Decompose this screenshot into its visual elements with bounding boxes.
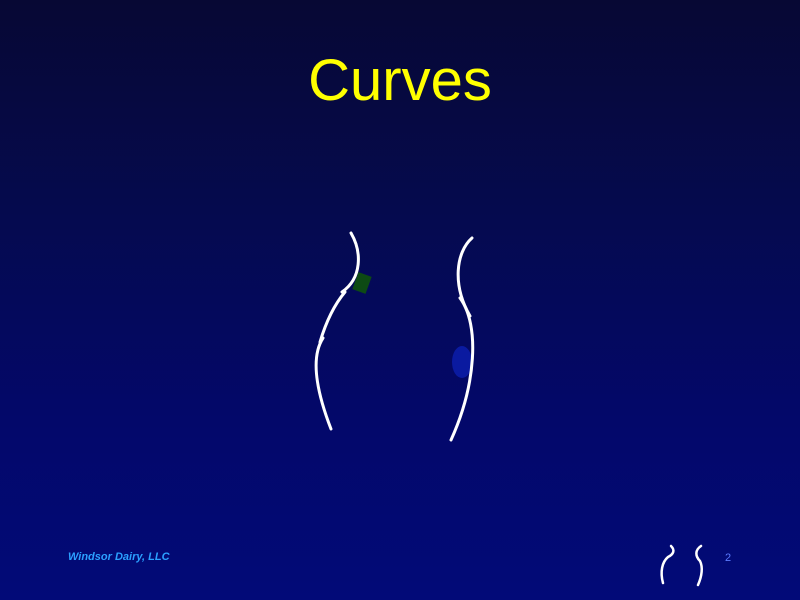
slide-title: Curves <box>308 48 492 113</box>
page-number: 2 <box>725 552 732 564</box>
green-accent-mark <box>352 272 372 294</box>
right-curve-lower <box>449 296 475 442</box>
left-curve-upper <box>340 231 360 294</box>
left-curve-lower <box>314 336 333 431</box>
left-curve-middle <box>318 290 347 344</box>
blue-accent-mark <box>452 346 472 378</box>
curves-logo-icon <box>660 544 703 587</box>
footer-company-name: Windsor Dairy, LLC <box>68 551 170 563</box>
